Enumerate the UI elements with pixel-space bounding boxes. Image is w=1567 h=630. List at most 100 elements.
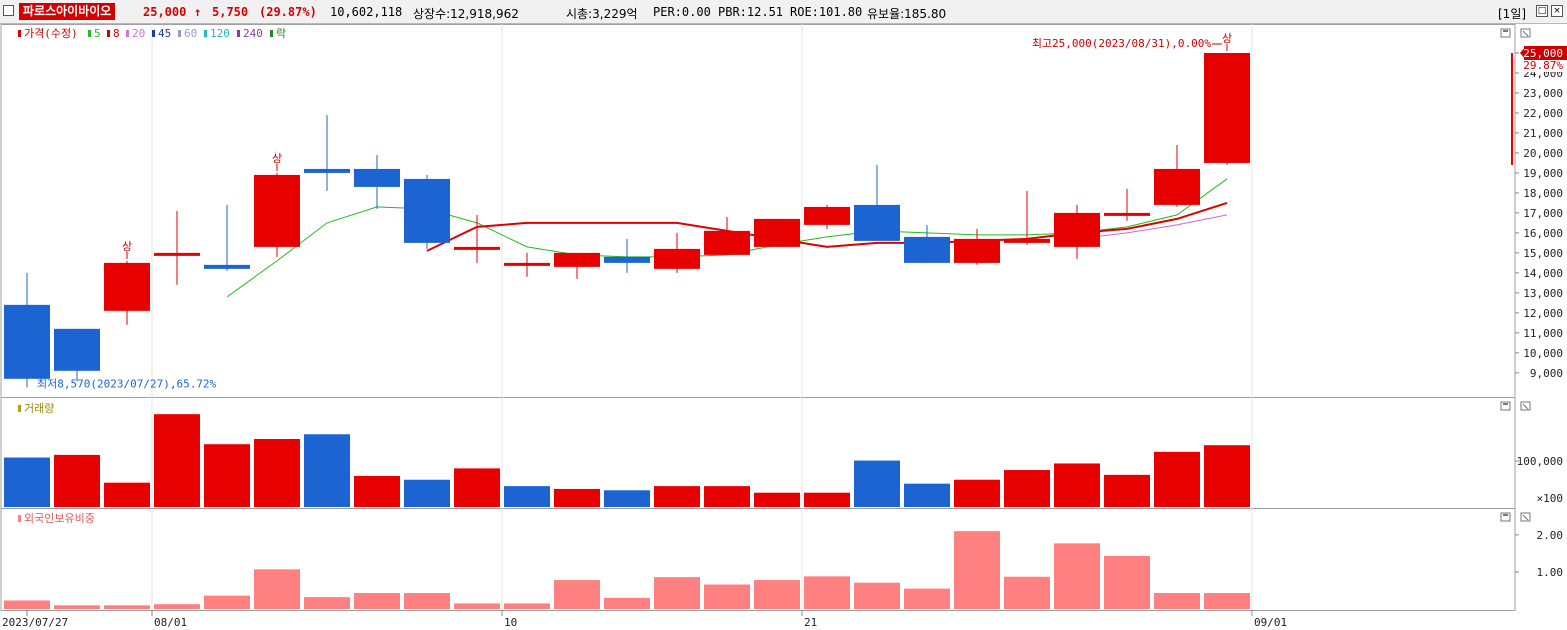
candle-body xyxy=(4,304,50,379)
volume-y-tick-label: ×100 xyxy=(1537,492,1564,505)
limit-up-marker: 상 xyxy=(1222,32,1232,45)
legend-ma-label: 60 xyxy=(184,27,197,40)
volume-bar xyxy=(604,490,650,507)
candlestick xyxy=(254,172,300,257)
foreign-y-tick-label: 1.00 xyxy=(1537,566,1564,579)
legend-ma-marker xyxy=(126,30,129,37)
stock-name-badge[interactable]: 파로스아이바이오 xyxy=(19,3,116,20)
candle-body xyxy=(604,256,650,263)
stock-chart: 가격(수정) 5 8 20 45 60 120 240 락 9,000 10,000 11,000 12… xyxy=(0,24,1567,629)
candlestick xyxy=(604,238,650,273)
stock-info-bar: 파로스아이바이오 25,000 ↑ 5,750 (29.87%) 10,602,… xyxy=(0,0,1567,24)
candle-body xyxy=(154,252,200,256)
price-y-tick-label: 11,000 xyxy=(1523,327,1563,340)
legend-ma-marker xyxy=(270,30,273,37)
foreign-ownership-bar xyxy=(954,531,1000,609)
volume-bar xyxy=(204,444,250,507)
candlestick xyxy=(554,252,600,279)
candle-body xyxy=(54,328,100,371)
panel-maximize-mark xyxy=(1503,30,1508,32)
maximize-icon[interactable]: □ xyxy=(1536,5,1548,17)
panel-maximize-icon[interactable] xyxy=(1500,401,1511,411)
foreign-ownership-bar xyxy=(1054,543,1100,609)
price-y-tick-label: 16,000 xyxy=(1523,227,1563,240)
price-change-pct: (29.87%) xyxy=(259,5,317,19)
period-selector[interactable]: [1일] xyxy=(1498,7,1527,21)
candle-body xyxy=(1154,168,1200,205)
price-y-tick-label: 17,000 xyxy=(1523,207,1563,220)
volume-bar xyxy=(454,468,500,507)
price-y-tick-label: 20,000 xyxy=(1523,147,1563,160)
retention-ratio: 유보율:185.80 xyxy=(867,7,947,21)
legend-foreign-marker xyxy=(18,515,21,522)
current-pct-tag xyxy=(1524,60,1567,72)
foreign-ownership-bar xyxy=(704,584,750,609)
legend-ma-label: 120 xyxy=(210,27,230,40)
volume-panel: 거래량 100,000 ×100 xyxy=(4,402,1563,507)
close-icon[interactable]: × xyxy=(1551,5,1563,17)
roe-value: ROE:101.80 xyxy=(790,5,863,19)
volume-bar xyxy=(1004,470,1050,507)
foreign-ownership-bar xyxy=(254,569,300,609)
price-panel: 가격(수정) 5 8 20 45 60 120 240 락 9,000 10,000 11,000 12… xyxy=(4,27,1567,390)
volume-bar xyxy=(304,434,350,507)
foreign-ownership-bar xyxy=(554,580,600,609)
candlestick xyxy=(804,204,850,229)
candle-body xyxy=(354,168,400,187)
candle-body xyxy=(1004,238,1050,243)
x-axis-label: 2023/07/27 xyxy=(2,616,68,629)
legend-volume-marker xyxy=(18,405,21,412)
candle-body xyxy=(304,168,350,173)
price-y-tick-label: 23,000 xyxy=(1523,87,1563,100)
candlestick xyxy=(304,114,350,191)
candlestick xyxy=(1054,204,1100,259)
candlestick xyxy=(704,216,750,255)
panel-maximize-icon[interactable] xyxy=(1500,512,1511,522)
volume-bar xyxy=(854,460,900,507)
candlestick xyxy=(4,272,50,382)
foreign-y-tick-label: 2.00 xyxy=(1537,529,1564,542)
volume-bar xyxy=(954,479,1000,507)
legend-ma-marker xyxy=(178,30,181,37)
pbr-value: PBR:12.51 xyxy=(718,5,784,19)
foreign-ownership-bar xyxy=(604,597,650,609)
candlestick xyxy=(904,224,950,263)
volume-y-tick-label: 100,000 xyxy=(1517,455,1563,468)
legend-ma-marker xyxy=(107,30,110,37)
legend-price-label: 가격(수정) xyxy=(24,27,78,40)
candle-body xyxy=(954,238,1000,263)
foreign-ownership-bar xyxy=(354,593,400,609)
ma60-line xyxy=(1076,214,1228,240)
candlestick xyxy=(1004,190,1050,245)
volume-bar xyxy=(504,486,550,507)
panel-maximize-icon[interactable] xyxy=(1500,28,1511,38)
candlestick xyxy=(854,164,900,241)
candle-body xyxy=(254,174,300,247)
foreign-ownership-bar xyxy=(1104,555,1150,609)
legend-ma-label: 20 xyxy=(132,27,145,40)
low-annotation: 최저8,570(2023/07/27),65.72% xyxy=(37,377,217,390)
candle-body xyxy=(404,178,450,243)
candle-body xyxy=(504,262,550,266)
volume-bar xyxy=(704,486,750,507)
foreign-ownership-bar xyxy=(204,595,250,609)
select-checkbox[interactable] xyxy=(3,5,14,16)
price-y-tick-label: 22,000 xyxy=(1523,107,1563,120)
trade-volume: 10,602,118 xyxy=(330,5,403,19)
foreign-ownership-bar xyxy=(504,603,550,609)
limit-up-marker: 상 xyxy=(122,240,132,253)
price-y-tick-label: 12,000 xyxy=(1523,307,1563,320)
legend-foreign-label: 외국인보유비중 xyxy=(24,512,95,525)
candlestick xyxy=(404,174,450,249)
candle-body xyxy=(804,206,850,225)
market-cap: 시총:3,229억 xyxy=(566,7,638,21)
candlestick xyxy=(754,218,800,247)
legend-volume-label: 거래량 xyxy=(24,402,54,415)
limit-up-marker: 상 xyxy=(272,152,282,165)
candlestick xyxy=(1154,144,1200,207)
current-price-tag xyxy=(1524,46,1567,60)
foreign-ownership-bar xyxy=(54,605,100,609)
candle-body xyxy=(754,218,800,247)
price-y-tick-label: 19,000 xyxy=(1523,167,1563,180)
candle-body xyxy=(854,204,900,241)
